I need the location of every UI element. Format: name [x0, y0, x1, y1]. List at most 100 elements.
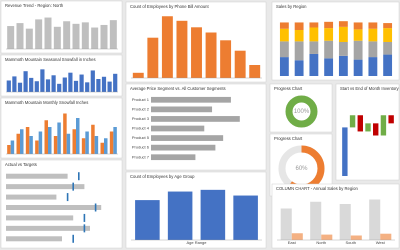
- bar-segment: [294, 30, 304, 42]
- bar: [68, 72, 73, 92]
- panel: [271, 1, 400, 81]
- bar: [16, 23, 24, 49]
- target-marker: [72, 234, 74, 243]
- target-marker: [78, 172, 80, 181]
- bar: [151, 106, 213, 113]
- y-tick-label: Product 6: [132, 145, 150, 150]
- x-axis-label: Age Range: [186, 240, 207, 245]
- bar: [151, 96, 231, 103]
- bar: [220, 40, 232, 78]
- y-tick-label: Product 5: [132, 135, 150, 140]
- bar: [91, 124, 95, 154]
- bar: [109, 20, 117, 49]
- chart-title: Average Price Segment vs. All Customer S…: [130, 86, 226, 91]
- target-marker: [94, 203, 97, 212]
- bar: [113, 127, 117, 154]
- bar-segment: [309, 27, 319, 42]
- bar: [23, 71, 28, 92]
- bar: [7, 145, 11, 154]
- chart-title: Start vs End of Month Inventory - Actual…: [340, 86, 400, 91]
- bar: [113, 73, 118, 92]
- bar: [35, 140, 39, 154]
- donut-label: 60%: [295, 166, 308, 172]
- bar: [48, 127, 52, 154]
- waterfall-bar: [388, 115, 394, 124]
- bar: [291, 233, 303, 240]
- target-marker: [66, 193, 69, 202]
- bar: [72, 23, 80, 49]
- bar: [151, 135, 224, 141]
- bar: [321, 234, 333, 240]
- bar-segment: [279, 41, 289, 58]
- donut-label: 100%: [294, 109, 310, 115]
- bar: [66, 133, 71, 154]
- chart-title: Sales by Region: [276, 4, 307, 9]
- bar: [6, 236, 62, 242]
- target-marker: [83, 224, 86, 233]
- bar: [96, 79, 101, 92]
- bar: [200, 189, 226, 240]
- bar-segment: [353, 59, 363, 76]
- bar: [233, 195, 258, 240]
- bar: [90, 70, 95, 92]
- bar: [76, 118, 80, 154]
- chart-title: Revenue Trend - Region: North: [5, 3, 64, 8]
- bar: [6, 205, 102, 210]
- bar-segment: [368, 57, 378, 76]
- bar: [63, 21, 71, 49]
- bar-segment: [353, 40, 363, 60]
- bar-segment: [368, 22, 378, 29]
- chart-title: Progress Chart: [274, 136, 303, 141]
- bar: [94, 136, 99, 154]
- bar-segment: [279, 57, 289, 76]
- bar: [35, 19, 43, 49]
- bar-segment: [338, 21, 348, 27]
- bar: [151, 116, 240, 122]
- bar-segment: [309, 22, 319, 28]
- bar-segment: [383, 23, 393, 29]
- bar: [151, 144, 216, 151]
- bar: [44, 120, 48, 154]
- waterfall-bar: [373, 123, 379, 136]
- bar-segment: [324, 28, 334, 41]
- bar: [107, 81, 112, 92]
- bar: [57, 83, 62, 92]
- bar: [6, 194, 57, 200]
- bar-segment: [294, 22, 304, 31]
- bar: [29, 136, 33, 154]
- waterfall-bar: [342, 127, 348, 176]
- chart-title: Count of Employees by Phone Bill Amount: [130, 4, 210, 9]
- bar-segment: [324, 21, 334, 29]
- bar: [20, 129, 24, 154]
- bar: [72, 129, 76, 154]
- bar: [7, 26, 15, 49]
- chart-title: Progress Chart: [274, 86, 303, 91]
- bar-segment: [338, 41, 348, 56]
- bar: [73, 80, 79, 92]
- bar-segment: [309, 53, 319, 76]
- bar-segment: [294, 60, 304, 76]
- bar: [85, 82, 90, 92]
- bar-segment: [368, 41, 378, 58]
- waterfall-bar: [357, 115, 363, 132]
- bar: [100, 142, 104, 154]
- y-tick-label: Product 2: [132, 106, 150, 111]
- bar: [10, 140, 15, 154]
- target-marker: [72, 182, 74, 191]
- bar: [147, 37, 159, 78]
- bar-segment: [309, 41, 319, 54]
- bar: [6, 215, 74, 221]
- bar-segment: [383, 41, 393, 55]
- y-tick-label: Product 7: [132, 154, 150, 159]
- bar: [151, 125, 205, 132]
- bar: [6, 173, 68, 179]
- chart-title: Mammoth Mountain Seasonal Snowfall in In…: [5, 57, 96, 62]
- bar-segment: [294, 41, 304, 61]
- chart-title: COLUMN CHART - Annual Sales by Region: [276, 186, 358, 191]
- bar: [191, 27, 202, 78]
- bar-segment: [383, 54, 393, 76]
- waterfall-bar: [349, 115, 356, 128]
- bar: [16, 133, 20, 154]
- bar-segment: [324, 58, 334, 76]
